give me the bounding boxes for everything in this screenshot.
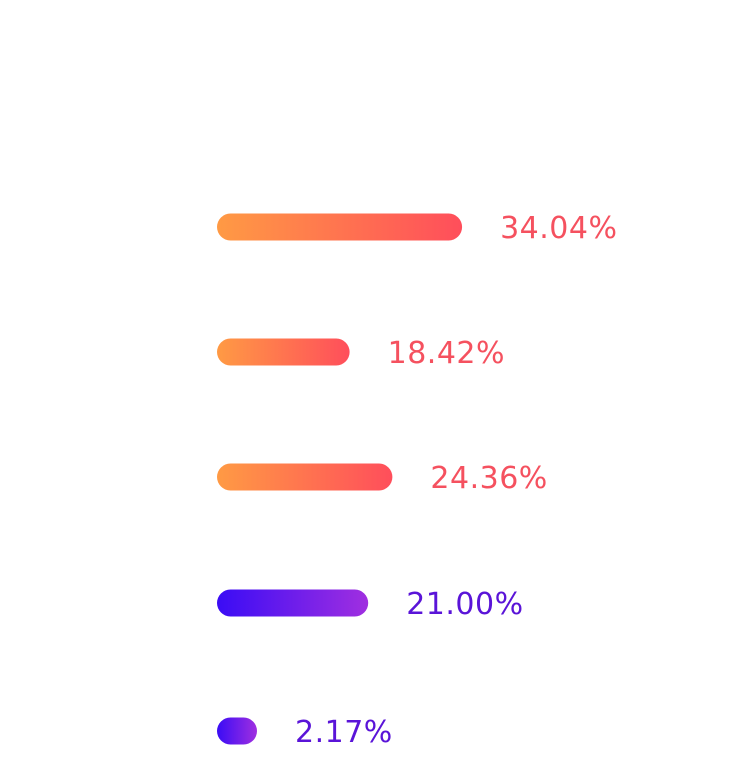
bar-5 <box>217 717 257 745</box>
labels-group: 34.04% 18.42% 24.36% 21.00% 2.17% <box>295 211 617 750</box>
bar-2 <box>217 338 350 366</box>
bar-value-label-3: 24.36% <box>430 461 547 496</box>
bar-value-label-1: 34.04% <box>500 211 617 246</box>
bar-3 <box>217 463 393 491</box>
bars-group <box>217 213 463 745</box>
bar-1 <box>217 213 463 241</box>
bar-value-label-4: 21.00% <box>406 587 523 622</box>
bar-value-label-5: 2.17% <box>295 715 393 750</box>
bar-value-label-2: 18.42% <box>388 336 505 371</box>
bar-4 <box>217 589 369 617</box>
